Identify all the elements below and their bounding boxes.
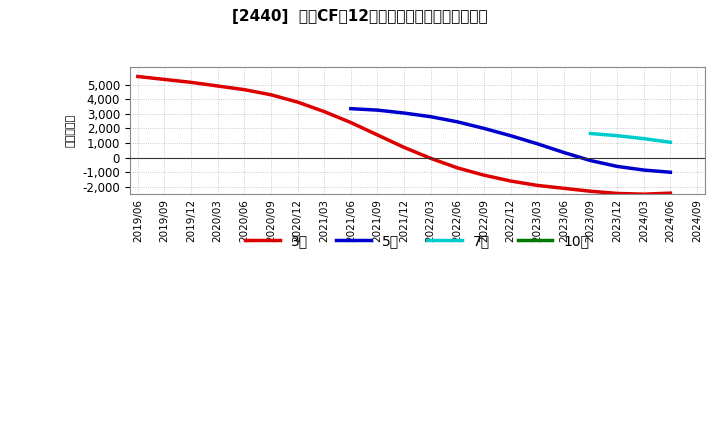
3年 xyxy=(453,165,462,170)
3年 xyxy=(559,186,568,191)
3年 xyxy=(240,87,248,92)
3年 xyxy=(213,83,222,88)
3年 xyxy=(346,120,355,125)
3年 xyxy=(506,178,515,183)
Line: 5年: 5年 xyxy=(351,109,670,172)
3年 xyxy=(160,77,168,82)
3年 xyxy=(426,156,435,161)
3年 xyxy=(480,172,488,178)
3年 xyxy=(373,132,382,138)
3年 xyxy=(293,99,302,105)
7年 xyxy=(639,136,648,141)
3年 xyxy=(186,80,195,85)
Legend: 3年, 5年, 7年, 10年: 3年, 5年, 7年, 10年 xyxy=(240,228,595,253)
7年 xyxy=(666,139,675,145)
5年 xyxy=(559,150,568,155)
5年 xyxy=(373,107,382,113)
3年 xyxy=(586,189,595,194)
5年 xyxy=(346,106,355,111)
3年 xyxy=(320,109,328,114)
5年 xyxy=(426,114,435,119)
Y-axis label: （百万円）: （百万円） xyxy=(66,114,76,147)
3年 xyxy=(666,191,675,196)
5年 xyxy=(533,141,541,147)
3年 xyxy=(133,74,142,79)
5年 xyxy=(400,110,408,116)
Text: [2440]  営業CFの12か月移動合計の平均値の推移: [2440] 営業CFの12か月移動合計の平均値の推移 xyxy=(232,9,488,24)
5年 xyxy=(586,158,595,163)
5年 xyxy=(666,169,675,175)
5年 xyxy=(639,167,648,172)
7年 xyxy=(613,133,621,138)
3年 xyxy=(533,183,541,188)
7年 xyxy=(586,131,595,136)
Line: 3年: 3年 xyxy=(138,77,670,194)
3年 xyxy=(613,191,621,196)
3年 xyxy=(266,92,275,97)
3年 xyxy=(400,145,408,150)
5年 xyxy=(453,119,462,125)
3年 xyxy=(639,191,648,197)
Line: 7年: 7年 xyxy=(590,133,670,142)
5年 xyxy=(613,164,621,169)
5年 xyxy=(506,133,515,138)
5年 xyxy=(480,126,488,131)
